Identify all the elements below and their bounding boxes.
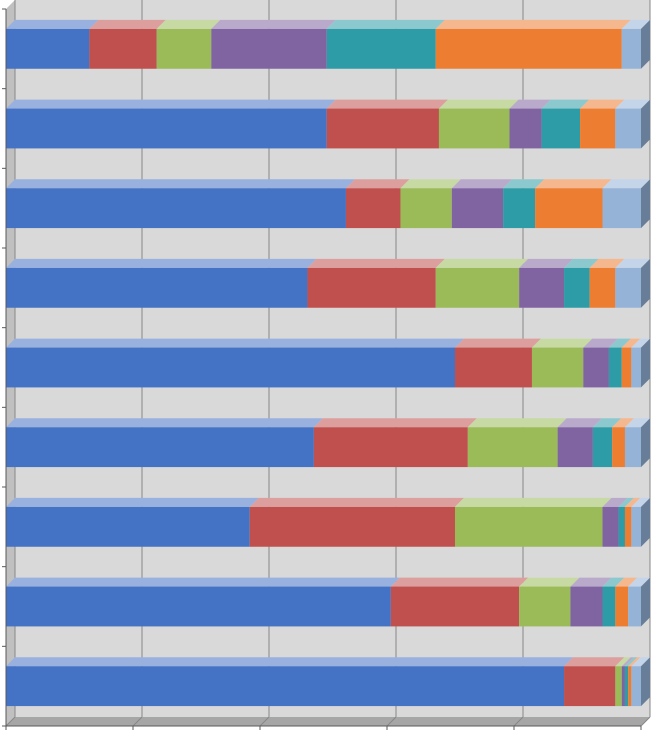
bar-row (6, 20, 650, 69)
bar-segment (615, 109, 641, 149)
bar-segment (400, 188, 451, 228)
bar-segment (625, 427, 641, 467)
bar-segment (327, 109, 439, 149)
bar-segment (625, 507, 631, 547)
bar-segment (615, 587, 628, 627)
bar-segment (519, 268, 564, 308)
bar-segment (532, 348, 583, 388)
bar-segment (346, 188, 401, 228)
bar-segment (250, 507, 455, 547)
bar-segment (519, 587, 570, 627)
bar-segment (615, 666, 621, 706)
bar-segment (580, 109, 615, 149)
bar-row (6, 498, 650, 547)
bar-segment (6, 348, 455, 388)
bar-segment (327, 29, 436, 69)
bar-segment (455, 507, 603, 547)
bar-segment (6, 109, 327, 149)
bar-segment (631, 348, 641, 388)
bar-segment (619, 507, 625, 547)
bar-segment (6, 507, 250, 547)
bar-segment (564, 666, 615, 706)
bar-segment (622, 666, 625, 706)
bar-segment (436, 29, 622, 69)
bar-segment (622, 348, 632, 388)
bar-segment (157, 29, 212, 69)
bar-segment (314, 427, 468, 467)
bar-segment (603, 507, 619, 547)
bar-row (6, 339, 650, 388)
bar-segment (6, 268, 307, 308)
bar-segment (452, 188, 503, 228)
bar-segment (211, 29, 326, 69)
bar-segment (622, 29, 641, 69)
bar-segment (593, 427, 612, 467)
bar-segment (625, 666, 628, 706)
bar-row (6, 100, 650, 149)
bar-segment (391, 587, 519, 627)
bar-segment (631, 507, 641, 547)
bar-segment (609, 348, 622, 388)
bar-segment (558, 427, 593, 467)
bar-segment (590, 268, 616, 308)
bar-segment (468, 427, 558, 467)
bar-row (6, 418, 650, 467)
bar-segment (564, 268, 590, 308)
bar-segment (542, 109, 580, 149)
bar-segment (612, 427, 625, 467)
bar-segment (631, 666, 641, 706)
bar-segment (583, 348, 609, 388)
bar-segment (6, 587, 391, 627)
bar-segment (439, 109, 510, 149)
bar-segment (436, 268, 519, 308)
bar-segment (603, 587, 616, 627)
bar-segment (570, 587, 602, 627)
bar-segment (628, 666, 631, 706)
bar-segment (6, 666, 564, 706)
bar-segment (510, 109, 542, 149)
bar-row (6, 259, 650, 308)
stacked-bar-chart (0, 0, 661, 730)
bar-segment (603, 188, 641, 228)
bar-segment (535, 188, 602, 228)
bar-segment (455, 348, 532, 388)
bar-row (6, 657, 650, 706)
bar-segment (6, 29, 89, 69)
bar-segment (503, 188, 535, 228)
bar-segment (6, 427, 314, 467)
bar-row (6, 179, 650, 228)
bar-row (6, 578, 650, 627)
bar-segment (307, 268, 435, 308)
bar-segment (615, 268, 641, 308)
bar-segment (6, 188, 346, 228)
bar-segment (628, 587, 641, 627)
bar-segment (89, 29, 156, 69)
